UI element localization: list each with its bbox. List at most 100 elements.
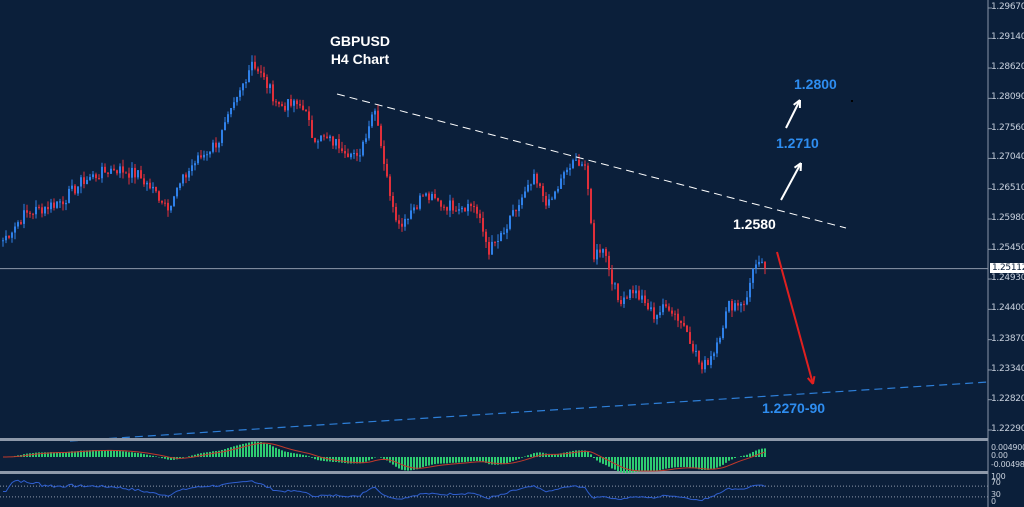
- candle-body: [650, 307, 652, 310]
- price-tick: 1.27560: [991, 122, 1024, 133]
- candle-body: [266, 77, 268, 89]
- candle-body: [182, 174, 184, 184]
- candle-body: [353, 152, 355, 154]
- candle-body: [374, 110, 376, 115]
- support-label: 1.2270-90: [762, 400, 826, 416]
- candle-body: [527, 184, 529, 192]
- candle-body: [545, 195, 547, 206]
- candle-body: [629, 289, 631, 298]
- candle-body: [287, 99, 289, 111]
- candle-body: [101, 166, 103, 179]
- candle-body: [284, 105, 286, 111]
- candle-body: [533, 173, 535, 185]
- candle-body: [734, 303, 736, 311]
- price-tick: 1.24930: [991, 273, 1024, 284]
- candle-body: [242, 83, 244, 91]
- candle-body: [203, 154, 205, 158]
- candle-body: [74, 185, 76, 194]
- candle-body: [662, 304, 664, 313]
- candle-body: [581, 164, 583, 166]
- candle-body: [518, 205, 520, 212]
- candle-body: [425, 193, 427, 196]
- candle-body: [407, 218, 409, 220]
- candle-body: [626, 297, 628, 299]
- candle-body: [53, 202, 55, 208]
- candle-body: [104, 166, 106, 173]
- candle-body: [314, 137, 316, 142]
- candle-body: [479, 213, 481, 219]
- candle-body: [5, 235, 7, 241]
- candle-body: [584, 164, 586, 166]
- candle-body: [440, 200, 442, 207]
- candle-body: [458, 209, 460, 211]
- candle-body: [251, 61, 253, 71]
- candle-body: [338, 139, 340, 149]
- candle-body: [38, 206, 40, 208]
- candle-body: [272, 84, 274, 102]
- candle-body: [356, 152, 358, 156]
- up-arrow-icon-head: [793, 99, 801, 106]
- candle-body: [350, 153, 352, 158]
- candle-body: [446, 207, 448, 211]
- candle-body: [536, 173, 538, 184]
- candle-body: [605, 249, 607, 256]
- candle-body: [302, 105, 304, 110]
- candle-body: [515, 210, 517, 212]
- candle-body: [230, 108, 232, 115]
- candle-body: [8, 235, 10, 238]
- indicator-tick: 70: [991, 478, 1001, 487]
- candle-body: [452, 200, 454, 211]
- price-tick: 1.29670: [991, 2, 1024, 12]
- down-arrow-icon: [776, 251, 814, 385]
- candle-body: [152, 186, 154, 189]
- candle-body: [680, 320, 682, 323]
- candle-body: [170, 205, 172, 211]
- candle-body: [566, 169, 568, 173]
- candle-body: [260, 71, 262, 73]
- candle-body: [197, 155, 199, 164]
- pivot-label: 1.2580: [733, 216, 776, 232]
- price-tick: 1.28090: [991, 92, 1024, 103]
- candle-body: [677, 313, 679, 321]
- candle-body: [308, 111, 310, 121]
- candle-body: [488, 241, 490, 255]
- candle-body: [656, 315, 658, 320]
- candle-body: [80, 177, 82, 187]
- candle-body: [611, 269, 613, 285]
- candle-body: [575, 159, 577, 161]
- candle-body: [173, 196, 175, 206]
- candle-body: [296, 100, 298, 105]
- price-tick: 1.29140: [991, 32, 1024, 43]
- candle-body: [413, 207, 415, 211]
- candle-body: [686, 325, 688, 333]
- candle-body: [299, 104, 301, 106]
- candle-body: [155, 186, 157, 192]
- candle-body: [14, 226, 16, 233]
- candle-body: [326, 136, 328, 139]
- candle-body: [140, 170, 142, 179]
- candle-body: [395, 206, 397, 221]
- dot: [851, 100, 853, 102]
- candle-body: [122, 166, 124, 173]
- candle-body: [539, 183, 541, 187]
- candle-body: [227, 114, 229, 123]
- candle-body: [671, 310, 673, 314]
- candle-body: [98, 178, 100, 180]
- candle-body: [71, 185, 73, 189]
- candle-body: [482, 218, 484, 232]
- candle-body: [602, 249, 604, 253]
- candle-body: [116, 170, 118, 174]
- candle-body: [371, 114, 373, 127]
- candle-body: [716, 342, 718, 354]
- candle-body: [419, 195, 421, 209]
- candle-body: [467, 204, 469, 212]
- candle-body: [614, 283, 616, 285]
- indicator-tick: 30: [991, 490, 1001, 499]
- candle-body: [410, 210, 412, 219]
- candle-body: [269, 84, 271, 89]
- candle-body: [623, 297, 625, 304]
- price-tick: 1.28620: [991, 62, 1024, 73]
- candle-body: [146, 182, 148, 185]
- candle-body: [665, 304, 667, 307]
